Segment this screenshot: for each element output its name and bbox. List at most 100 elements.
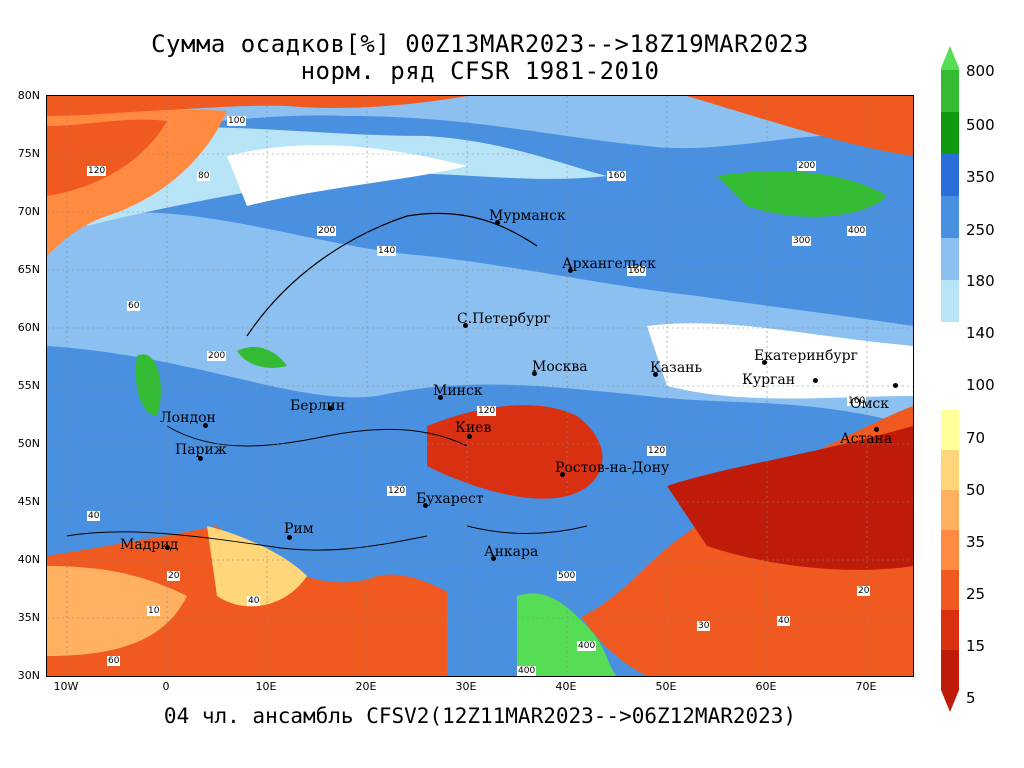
lat-tick-label: 75N: [17, 147, 40, 160]
coastline-mediterranean: [66, 531, 428, 551]
city-dot: [423, 503, 428, 508]
red-south: [47, 406, 913, 676]
colorbar-block: [941, 68, 959, 70]
city-label: Париж: [175, 442, 227, 458]
colorbar-label: 180: [966, 272, 995, 290]
colorbar-block: [941, 112, 959, 154]
city-label: Берлин: [290, 398, 346, 414]
grid-lines: [47, 96, 913, 676]
city-label: Лондон: [160, 410, 216, 426]
contour-value-label: 40: [87, 511, 101, 521]
colorbar-block: [941, 490, 959, 530]
colorbar-block: [941, 280, 959, 322]
contour-value-label: 400: [517, 666, 537, 676]
white-area-north: [227, 145, 467, 206]
city-dot: [532, 371, 537, 376]
white-area-east: [647, 323, 913, 399]
city-dot: [438, 395, 443, 400]
contour-value-label: 60: [107, 656, 121, 666]
colorbar-block: [941, 610, 959, 650]
colorbar-block: [941, 70, 959, 112]
lat-tick-label: 70N: [17, 205, 40, 218]
lon-tick-label: 20E: [355, 680, 377, 693]
red-west: [47, 119, 167, 196]
city-label: Рим: [284, 521, 314, 537]
contour-value-label: 200: [317, 226, 337, 236]
colorbar-block: [941, 154, 959, 196]
north-band: [47, 96, 913, 149]
city-dot: [467, 434, 472, 439]
city-dot: [165, 545, 170, 550]
colorbar-label: 140: [966, 324, 995, 342]
lon-tick-label: 70E: [855, 680, 877, 693]
contour-value-label: 160: [847, 396, 867, 406]
green-middle-east: [517, 593, 617, 676]
lat-tick-label: 50N: [17, 437, 40, 450]
coastline-europe: [166, 425, 468, 447]
coastline-scandinavia: [246, 212, 538, 337]
lon-tick-label: 10E: [255, 680, 277, 693]
city-label: Киев: [455, 420, 492, 436]
colorbar-arrow-down: [941, 690, 959, 712]
contour-value-label: 30: [697, 621, 711, 631]
colorbar-block: [941, 530, 959, 570]
colorbar-label: 5: [966, 689, 976, 707]
green-scandinavia: [237, 346, 287, 368]
colorbar-label: 500: [966, 116, 995, 134]
red-ukraine: [427, 405, 603, 499]
green-britain: [135, 354, 161, 416]
colorbar-label: 35: [966, 533, 986, 551]
city-label: Минск: [433, 383, 483, 399]
lon-tick-label: 10W: [53, 680, 79, 693]
city-label: С.Петербург: [457, 311, 551, 327]
precipitation-map: 100 120 80 140 160 160 200 200 300 400 500 60 40 20 10…: [46, 95, 914, 677]
city-label: Омск: [850, 396, 889, 412]
contour-value-label: 120: [87, 166, 107, 176]
contour-value-label: 400: [577, 641, 597, 651]
contour-value-label: 400: [847, 226, 867, 236]
lon-tick-label: 0: [162, 680, 170, 693]
city-label: Бухарест: [416, 491, 484, 507]
colorbar-block: [941, 450, 959, 490]
contour-value-label: 140: [377, 246, 397, 256]
city-label: Курган: [742, 372, 796, 388]
colorbar-block: [941, 570, 959, 610]
contour-value-label: 120: [387, 486, 407, 496]
colorbar-label: 50: [966, 481, 986, 499]
city-label: Мадрид: [120, 537, 179, 553]
orange-spain: [47, 566, 187, 656]
city-dot: [874, 427, 879, 432]
contour-value-label: 200: [207, 351, 227, 361]
city-label: Мурманск: [489, 208, 566, 224]
contour-value-label: 500: [557, 571, 577, 581]
map-canvas: [47, 96, 913, 676]
lon-tick-label: 50E: [655, 680, 677, 693]
lat-tick-label: 60N: [17, 321, 40, 334]
contour-value-label: 40: [247, 596, 261, 606]
city-dot: [893, 383, 898, 388]
lon-tick-label: 60E: [755, 680, 777, 693]
colorbar-label: 100: [966, 376, 995, 394]
city-label: Казань: [650, 360, 703, 376]
contour-value-label: 20: [857, 586, 871, 596]
colorbar-label: 250: [966, 221, 995, 239]
city-dot: [560, 472, 565, 477]
red-north-east: [687, 96, 913, 156]
colorbar-label: 25: [966, 585, 986, 603]
pale-band-north: [87, 127, 607, 226]
contour-value-label: 20: [167, 571, 181, 581]
map-title: Сумма осадков[%] 00Z13MAR2023-->18Z19MAR…: [151, 30, 809, 58]
contour-value-label: 100: [227, 116, 247, 126]
city-dot: [653, 372, 658, 377]
city-label: Анкара: [484, 544, 539, 560]
colorbar-block: [941, 410, 959, 450]
colorbar-label: 70: [966, 429, 986, 447]
contour-value-label: 120: [477, 406, 497, 416]
contour-value-label: 200: [797, 161, 817, 171]
city-dot: [568, 268, 573, 273]
colorbar-arrow-up: [941, 46, 959, 68]
contour-value-label: 80: [197, 171, 211, 181]
colorbar-label: 15: [966, 637, 986, 655]
dark-red-kazakhstan: [667, 426, 913, 570]
green-novaya-zemlya: [717, 171, 887, 217]
